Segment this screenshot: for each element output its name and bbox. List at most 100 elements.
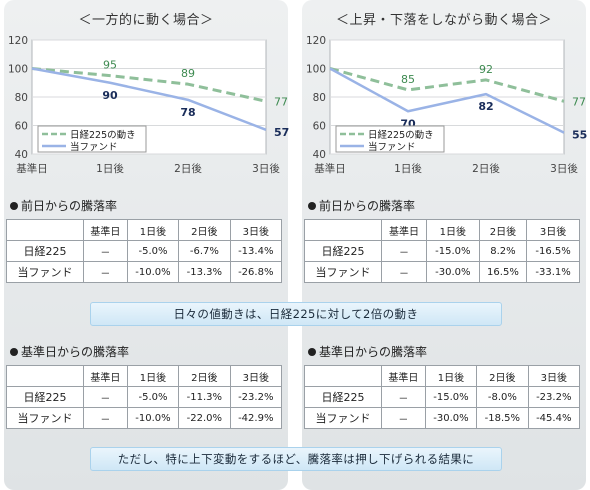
section-heading-text: 前日からの騰落率 xyxy=(319,199,416,213)
table-cell: -16.5% xyxy=(526,240,580,262)
row-label: 日経225 xyxy=(6,240,84,262)
table-header-cell: 基準日 xyxy=(83,219,128,241)
bullet-icon xyxy=(308,202,316,210)
x-tick-label: 1日後 xyxy=(96,162,124,175)
y-tick-label: 60 xyxy=(313,121,326,133)
table-header-cell: 2日後 xyxy=(178,219,231,241)
table-row: 日経225 － -15.0% -8.0% -23.2% xyxy=(304,386,581,408)
x-tick-label: 3日後 xyxy=(252,162,280,175)
y-tick-label: 80 xyxy=(313,92,326,104)
table-header-cell: 基準日 xyxy=(381,219,427,241)
row-label: 日経225 xyxy=(304,386,382,408)
table-header-row: 基準日 1日後 2日後 3日後 xyxy=(6,219,283,241)
table-header-cell: 2日後 xyxy=(476,365,529,387)
table-cell: -42.9% xyxy=(229,407,283,429)
panel-one-way: ＜一方的に動く場合＞ 40 60 80 100 120 基準日 1日後 2日後 3日後 95 89 77… xyxy=(4,0,289,490)
table-row: 当ファンド－ -10.0% -13.3% -26.8% xyxy=(6,261,283,283)
section-heading-text: 基準日からの騰落率 xyxy=(21,345,130,359)
row-label: 当ファンド xyxy=(304,407,382,429)
x-tick-label: 基準日 xyxy=(16,162,48,175)
table-cell: -5.0% xyxy=(126,240,180,262)
bullet-icon xyxy=(10,348,18,356)
data-label: 95 xyxy=(103,59,117,72)
table-cell: － xyxy=(381,386,426,408)
table-cell: － xyxy=(381,240,427,262)
table-cumulative-change: 基準日 1日後 2日後 3日後 日経225 － -15.0% -8.0% -23.2% 当ファンド… xyxy=(304,365,581,429)
table-cell: 16.5% xyxy=(478,261,528,283)
legend xyxy=(335,125,445,153)
banner-result: ただし、特に上下変動をするほど、騰落率は押し下げられる結果に xyxy=(90,447,502,471)
table-cell: -45.4% xyxy=(527,407,581,429)
panel-title: ＜一方的に動く場合＞ xyxy=(78,13,214,28)
data-label: 77 xyxy=(572,95,586,108)
legend xyxy=(37,125,147,153)
table-header-cell: 基準日 xyxy=(83,365,128,387)
table-cell: 8.2% xyxy=(478,240,528,262)
data-label: 92 xyxy=(479,63,493,76)
table-header-cell: 3日後 xyxy=(526,219,580,241)
y-tick-label: 120 xyxy=(8,35,28,47)
table-header-row: 基準日 1日後 2日後 3日後 xyxy=(304,219,580,241)
data-label: 78 xyxy=(180,106,195,119)
row-label: 当ファンド xyxy=(6,407,84,429)
series-line-nikkei xyxy=(329,67,565,103)
table-header-row: 基準日 1日後 2日後 3日後 xyxy=(304,365,581,387)
legend-label: 当ファンド xyxy=(70,141,118,153)
table-row: 当ファンド－ -30.0% 16.5% -33.1% xyxy=(304,261,580,283)
table-header-cell xyxy=(304,365,382,387)
x-tick-label: 基準日 xyxy=(314,162,346,175)
row-label: 日経225 xyxy=(304,240,382,262)
table-row: 当ファンド－ -10.0% -22.0% -42.9% xyxy=(6,407,283,429)
table-cell: -33.1% xyxy=(526,261,580,283)
line-chart: 40 60 80 100 120 基準日 1日後 2日後 3日後 85 92 77 70 82 55 日経22… xyxy=(306,30,587,190)
legend-label: 当ファンド xyxy=(368,141,416,153)
table-header-row: 基準日 1日後 2日後 3日後 xyxy=(6,365,283,387)
data-label: 77 xyxy=(274,95,288,108)
table-cell: -10.0% xyxy=(126,261,180,283)
table-cell: － xyxy=(83,240,128,262)
table-cell: － xyxy=(83,407,128,429)
section-heading: 前日からの騰落率 xyxy=(308,197,415,214)
table-cell: -22.0% xyxy=(178,407,231,429)
banner-daily-move: 日々の値動きは、日経225に対して2倍の動き xyxy=(90,302,502,326)
section-heading: 前日からの騰落率 xyxy=(10,197,117,214)
section-heading-text: 前日からの騰落率 xyxy=(21,199,118,213)
x-tick-label: 2日後 xyxy=(472,162,500,175)
table-header-cell xyxy=(304,219,382,241)
table-row: 日経225 － -15.0% 8.2% -16.5% xyxy=(304,240,580,262)
data-label: 85 xyxy=(401,73,415,86)
row-label: 日経225 xyxy=(6,386,84,408)
x-tick-label: 1日後 xyxy=(394,162,422,175)
series-line-nikkei xyxy=(31,67,267,103)
table-cell: -23.2% xyxy=(229,386,283,408)
bullet-icon xyxy=(10,202,18,210)
y-tick-label: 60 xyxy=(15,121,28,133)
table-header-cell: 1日後 xyxy=(424,365,478,387)
data-label: 90 xyxy=(102,89,118,102)
series-line-fund xyxy=(31,67,267,131)
table-row: 日経225 － -5.0% -11.3% -23.2% xyxy=(6,386,283,408)
table-daily-change: 基準日 1日後 2日後 3日後 日経225 － -5.0% -6.7% -13.4% 当ファンド－… xyxy=(6,219,283,283)
y-tick-label: 100 xyxy=(306,64,326,76)
table-header-cell: 3日後 xyxy=(527,365,581,387)
table-cell: -5.0% xyxy=(126,386,180,408)
table-cell: -26.8% xyxy=(229,261,283,283)
table-cell: -13.4% xyxy=(229,240,283,262)
table-header-cell xyxy=(6,365,84,387)
table-cell: -10.0% xyxy=(126,407,180,429)
panel-up-down: ＜上昇・下落をしながら動く場合＞ 40 60 80 100 120 基準日 1日後 2日後 3日後… xyxy=(302,0,587,490)
table-header-cell: 1日後 xyxy=(425,219,480,241)
y-tick-label: 40 xyxy=(313,149,326,161)
table-daily-change: 基準日 1日後 2日後 3日後 日経225 － -15.0% 8.2% -16.5% 当ファンド－… xyxy=(304,219,580,283)
data-label: 57 xyxy=(274,126,289,139)
table-cell: -13.3% xyxy=(178,261,231,283)
row-label: 当ファンド xyxy=(304,261,382,283)
table-row: 当ファンド－ -30.0% -18.5% -45.4% xyxy=(304,407,581,429)
panel-title: ＜上昇・下落をしながら動く場合＞ xyxy=(335,13,552,28)
table-cell: -30.0% xyxy=(425,261,480,283)
table-header-cell xyxy=(6,219,84,241)
x-tick-label: 3日後 xyxy=(550,162,578,175)
section-heading-text: 基準日からの騰落率 xyxy=(319,345,428,359)
table-cell: － xyxy=(381,261,427,283)
